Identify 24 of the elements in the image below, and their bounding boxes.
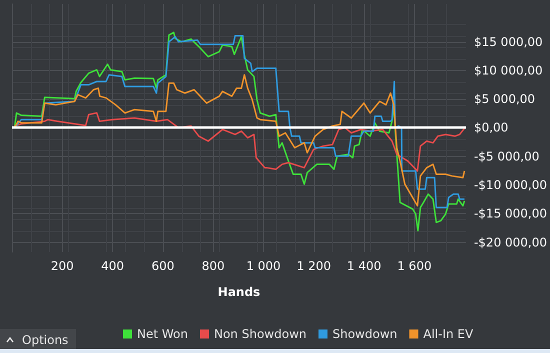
x-tick-label: 800 bbox=[202, 259, 225, 273]
y-tick-label: -$5 000,00 bbox=[474, 149, 540, 164]
y-tick-label: $5 000,00 bbox=[474, 92, 536, 106]
x-tick-label: 1 600 bbox=[397, 259, 432, 273]
text: Options bbox=[22, 333, 68, 347]
y-tick-label: $0,00 bbox=[474, 120, 508, 135]
x-tick-label: 1 000 bbox=[246, 259, 281, 273]
x-tick-label: 600 bbox=[151, 259, 174, 273]
x-tick-label: 200 bbox=[50, 259, 74, 273]
x-tick-label: 400 bbox=[101, 259, 124, 273]
line-series bbox=[14, 74, 466, 207]
legend-label: Non Showdown bbox=[214, 327, 306, 341]
legend-label: Net Won bbox=[137, 327, 188, 341]
line-series bbox=[14, 112, 466, 172]
y-tick-label: $10 000,00 bbox=[474, 63, 543, 78]
y-tick-label: -$20 000,00 bbox=[474, 235, 548, 250]
x-axis-title: Hands bbox=[218, 285, 260, 299]
y-tick-label: -$10 000,00 bbox=[474, 178, 548, 192]
legend-label: All-In EV bbox=[423, 327, 474, 341]
y-tick-label: $15 000,00 bbox=[474, 34, 543, 49]
x-tick-label: 1 400 bbox=[346, 259, 382, 273]
x-tick-label: 1 200 bbox=[296, 259, 331, 273]
y-tick-label: -$15 000,00 bbox=[474, 206, 548, 221]
legend-label: Showdown bbox=[332, 327, 398, 341]
